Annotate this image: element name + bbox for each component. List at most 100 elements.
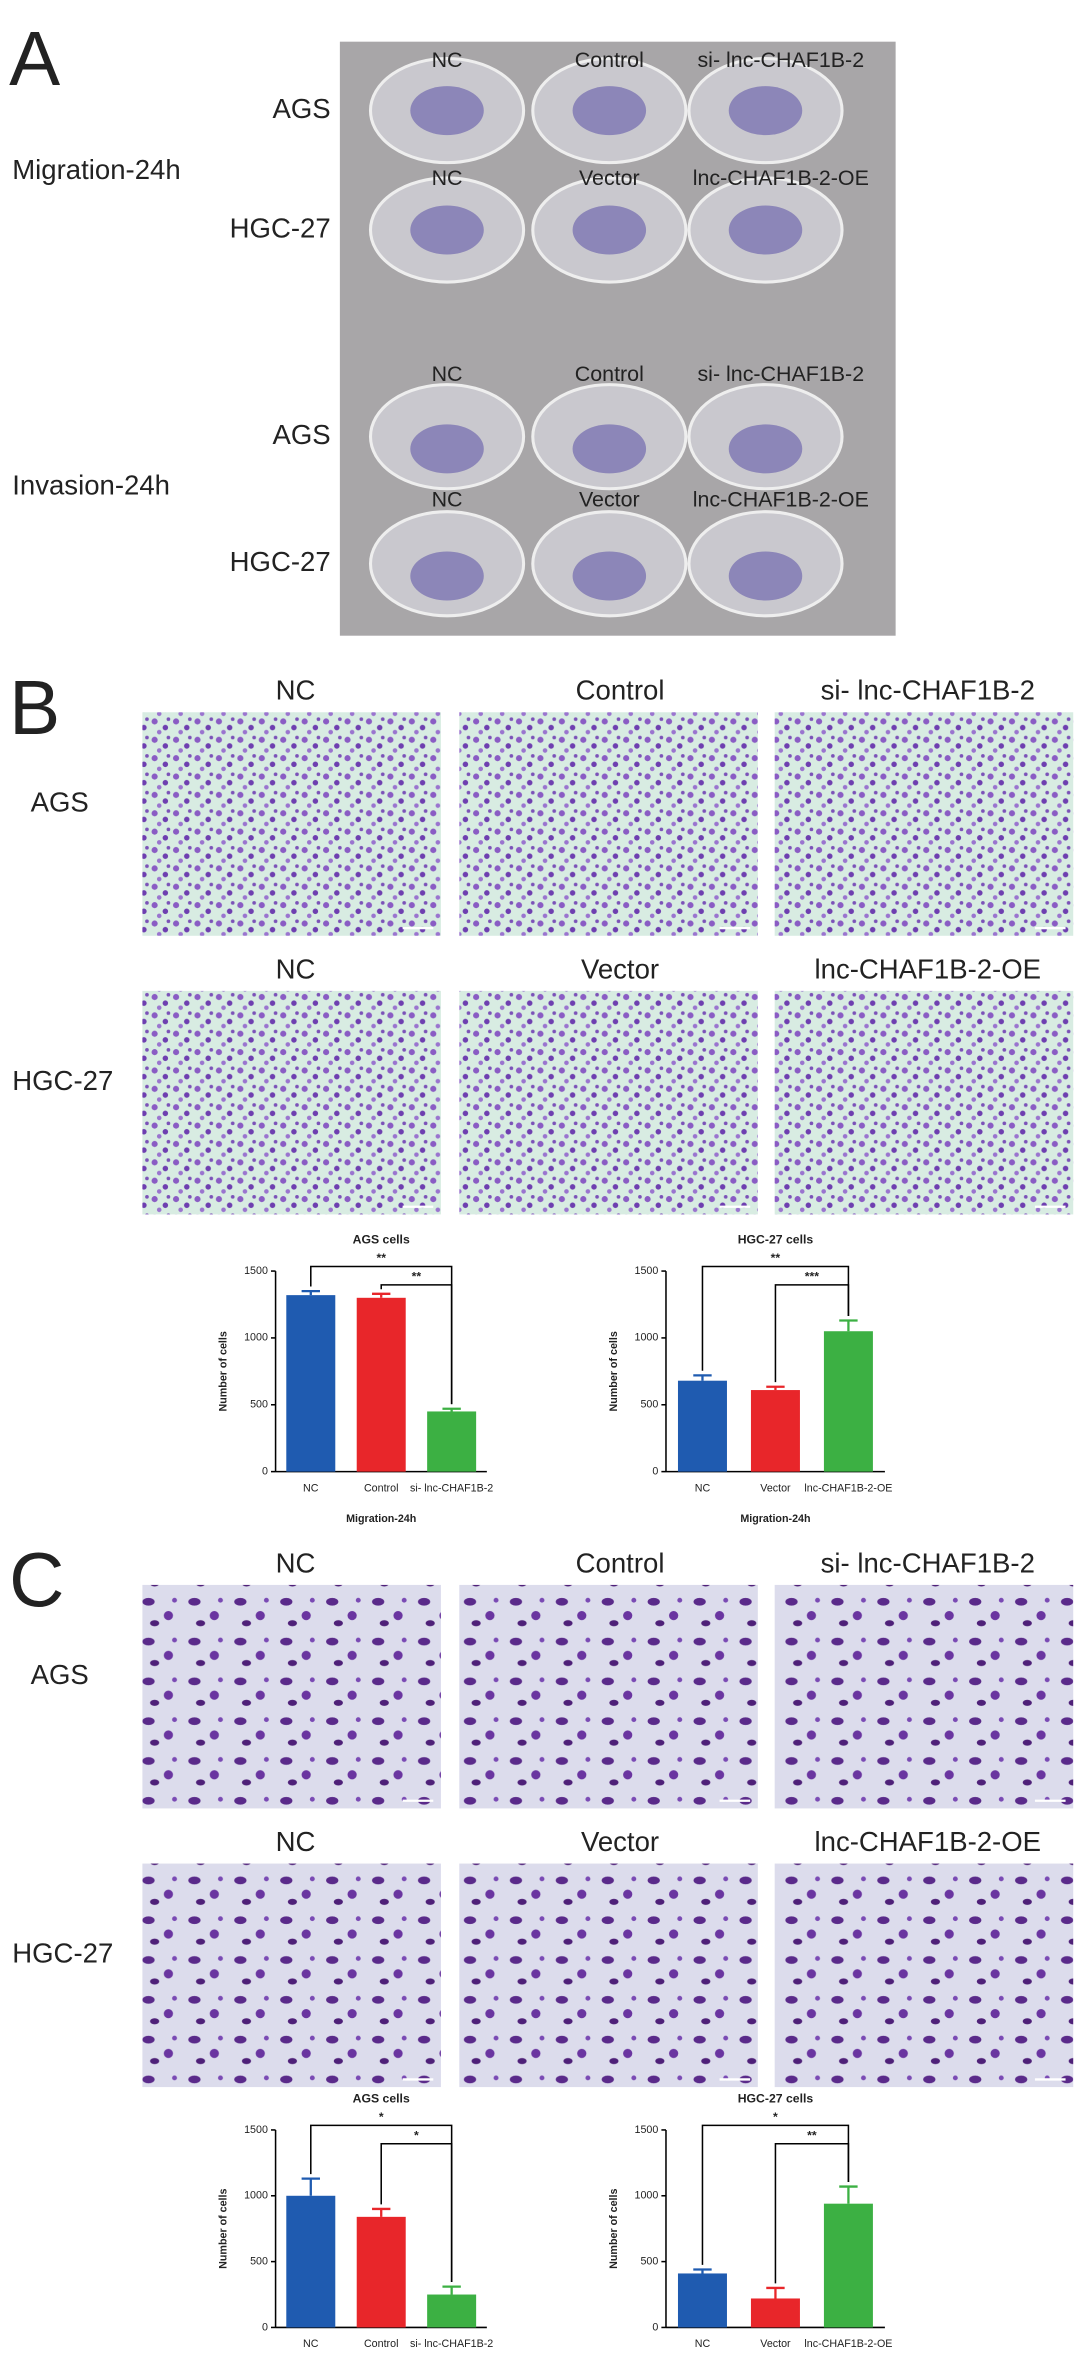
row-label: AGS bbox=[31, 1659, 89, 1690]
column-label: Vector bbox=[579, 488, 640, 512]
y-tick-label: 500 bbox=[640, 1399, 658, 1411]
panel-label: A bbox=[9, 17, 60, 102]
column-label: NC bbox=[432, 488, 463, 512]
x-tick-label: Vector bbox=[760, 2338, 791, 2350]
error-bar bbox=[301, 1289, 320, 1296]
y-tick-label: 0 bbox=[262, 2321, 268, 2333]
significance-label: ** bbox=[412, 1269, 422, 1283]
error-bar bbox=[442, 1407, 461, 1412]
membrane bbox=[728, 551, 803, 601]
y-tick-label: 1000 bbox=[244, 2190, 268, 2202]
micrograph bbox=[459, 712, 758, 936]
significance-label: * bbox=[414, 2128, 419, 2142]
column-label: Vector bbox=[581, 1826, 659, 1857]
error-bar bbox=[693, 2268, 712, 2274]
significance-bracket bbox=[774, 2142, 850, 2284]
bar bbox=[427, 2294, 477, 2328]
column-label: si- lnc-CHAF1B-2 bbox=[821, 1547, 1035, 1578]
error-bar bbox=[442, 2285, 461, 2295]
micrograph bbox=[142, 1863, 441, 2088]
x-tick-label: NC bbox=[303, 2338, 319, 2350]
bar bbox=[750, 1390, 800, 1472]
bar bbox=[823, 2203, 873, 2328]
bar bbox=[286, 1295, 336, 1472]
column-label: si- lnc-CHAF1B-2 bbox=[697, 362, 864, 386]
membrane bbox=[572, 205, 647, 255]
membrane bbox=[410, 205, 484, 255]
bar bbox=[356, 1297, 406, 1472]
micrograph bbox=[774, 712, 1074, 936]
y-tick-label: 500 bbox=[250, 1399, 268, 1411]
significance-label: ** bbox=[376, 1251, 386, 1265]
column-label: Vector bbox=[579, 166, 640, 190]
y-axis-label: Number of cells bbox=[217, 2189, 229, 2269]
x-tick-label: Control bbox=[364, 2338, 399, 2350]
error-bar bbox=[839, 1319, 858, 1332]
micrograph bbox=[459, 1584, 758, 1809]
row-label: HGC-27 bbox=[12, 1065, 113, 1096]
y-axis-label: Number of cells bbox=[608, 1331, 620, 1411]
significance-label: * bbox=[379, 2110, 384, 2124]
x-tick-label: NC bbox=[695, 1482, 711, 1494]
bar bbox=[356, 2216, 406, 2328]
row-label: AGS bbox=[273, 419, 331, 450]
error-bar bbox=[766, 1385, 785, 1391]
y-tick-label: 1500 bbox=[635, 1265, 659, 1277]
significance-bracket bbox=[774, 1284, 850, 1383]
column-label: Vector bbox=[581, 953, 659, 984]
y-tick-label: 1500 bbox=[244, 2124, 268, 2136]
y-tick-label: 500 bbox=[250, 2255, 268, 2267]
row-label: HGC-27 bbox=[12, 1938, 113, 1969]
column-label: Control bbox=[576, 675, 665, 706]
column-label: Control bbox=[575, 362, 644, 386]
column-label: Control bbox=[576, 1547, 665, 1578]
bar bbox=[750, 2298, 800, 2328]
y-tick-label: 0 bbox=[652, 2321, 658, 2333]
x-tick-label: Control bbox=[364, 1482, 399, 1494]
y-axis-label: Number of cells bbox=[217, 1331, 229, 1411]
column-label: lnc-CHAF1B-2-OE bbox=[693, 166, 869, 190]
y-tick-label: 1500 bbox=[635, 2124, 659, 2136]
column-label: NC bbox=[276, 1547, 316, 1578]
micrograph bbox=[142, 1584, 441, 1809]
y-tick-label: 1000 bbox=[635, 1332, 659, 1344]
error-bar bbox=[372, 1292, 391, 1298]
x-tick-label: si- lnc-CHAF1B-2 bbox=[410, 2338, 493, 2350]
column-label: NC bbox=[276, 675, 316, 706]
membrane bbox=[572, 424, 647, 474]
bar bbox=[427, 1411, 477, 1472]
error-bar bbox=[839, 2185, 858, 2204]
significance-label: ** bbox=[807, 2128, 817, 2142]
significance-label: * bbox=[773, 2110, 778, 2124]
y-tick-label: 1000 bbox=[244, 1332, 268, 1344]
significance-label: *** bbox=[805, 1269, 820, 1283]
panel-label: B bbox=[9, 666, 60, 751]
chart-title: AGS cells bbox=[353, 2092, 410, 2106]
row-label: HGC-27 bbox=[230, 546, 331, 577]
column-label: NC bbox=[276, 1826, 316, 1857]
y-axis-label: Number of cells bbox=[608, 2189, 620, 2269]
x-tick-label: NC bbox=[303, 1482, 319, 1494]
membrane bbox=[728, 86, 803, 136]
column-label: NC bbox=[432, 362, 463, 386]
micrograph bbox=[142, 990, 441, 1215]
micrograph bbox=[142, 712, 441, 936]
error-bar bbox=[693, 1374, 712, 1381]
micrograph bbox=[774, 1863, 1074, 2088]
y-tick-label: 1000 bbox=[635, 2190, 659, 2202]
group-label: Migration-24h bbox=[12, 154, 180, 185]
membrane bbox=[410, 551, 484, 601]
group-label: Invasion-24h bbox=[12, 469, 170, 500]
x-axis-label: Migration-24h bbox=[740, 1513, 810, 1525]
column-label: NC bbox=[432, 166, 463, 190]
membrane bbox=[572, 551, 647, 601]
column-label: Control bbox=[575, 48, 644, 72]
chart-title: HGC-27 cells bbox=[738, 2092, 814, 2106]
bar bbox=[823, 1331, 873, 1472]
x-tick-label: lnc-CHAF1B-2-OE bbox=[804, 2338, 892, 2350]
row-label: HGC-27 bbox=[230, 212, 331, 243]
column-label: si- lnc-CHAF1B-2 bbox=[821, 675, 1035, 706]
x-tick-label: Vector bbox=[760, 1482, 791, 1494]
column-label: lnc-CHAF1B-2-OE bbox=[693, 488, 869, 512]
